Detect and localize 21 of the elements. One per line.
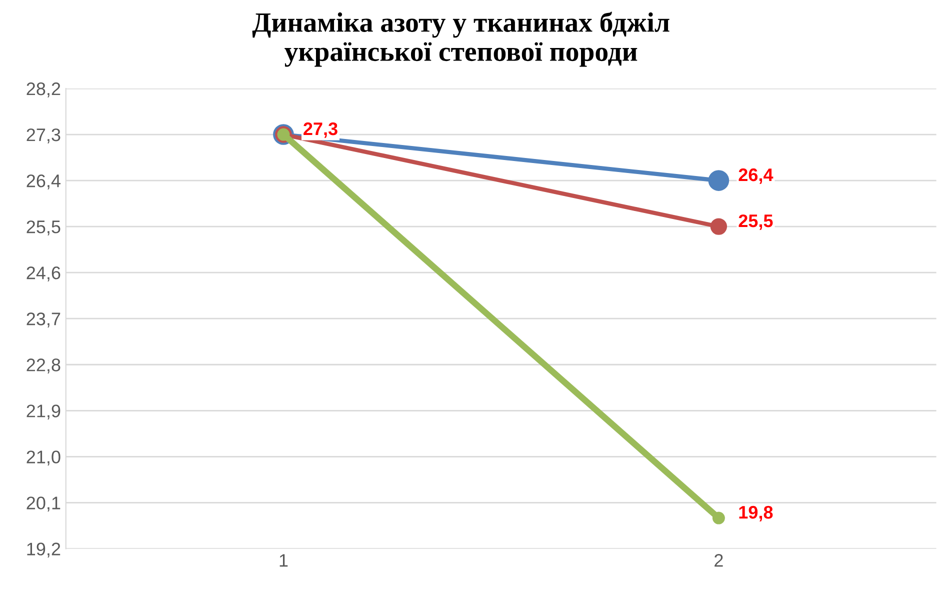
y-tick-label: 21,9 [26,404,60,420]
data-label: 25,5 [738,214,773,230]
y-tick-label: 26,4 [26,174,60,190]
y-tick-label: 19,2 [27,542,60,558]
data-label: 19,8 [739,506,773,522]
y-tick-label: 28,2 [26,82,60,98]
y-tick-label: 25,5 [26,220,60,236]
chart-title: Динаміка азоту у тканинах бджіл української степової породи [252,12,670,67]
y-tick-label: 23,7 [26,312,60,328]
y-tick-label: 24,6 [26,266,60,282]
data-label: 26,4 [738,168,774,184]
y-tick-label: 21,0 [26,450,60,466]
y-tick-label: 20,1 [26,496,60,512]
y-tick-label: 27,3 [26,128,60,144]
point [708,170,730,191]
x-tick-label: 1 [280,554,288,567]
data-label: 27,3 [304,122,338,138]
y-tick-label: 22,8 [26,358,60,374]
x-tick-label: 2 [714,554,723,567]
point [710,218,728,235]
point [712,512,725,524]
